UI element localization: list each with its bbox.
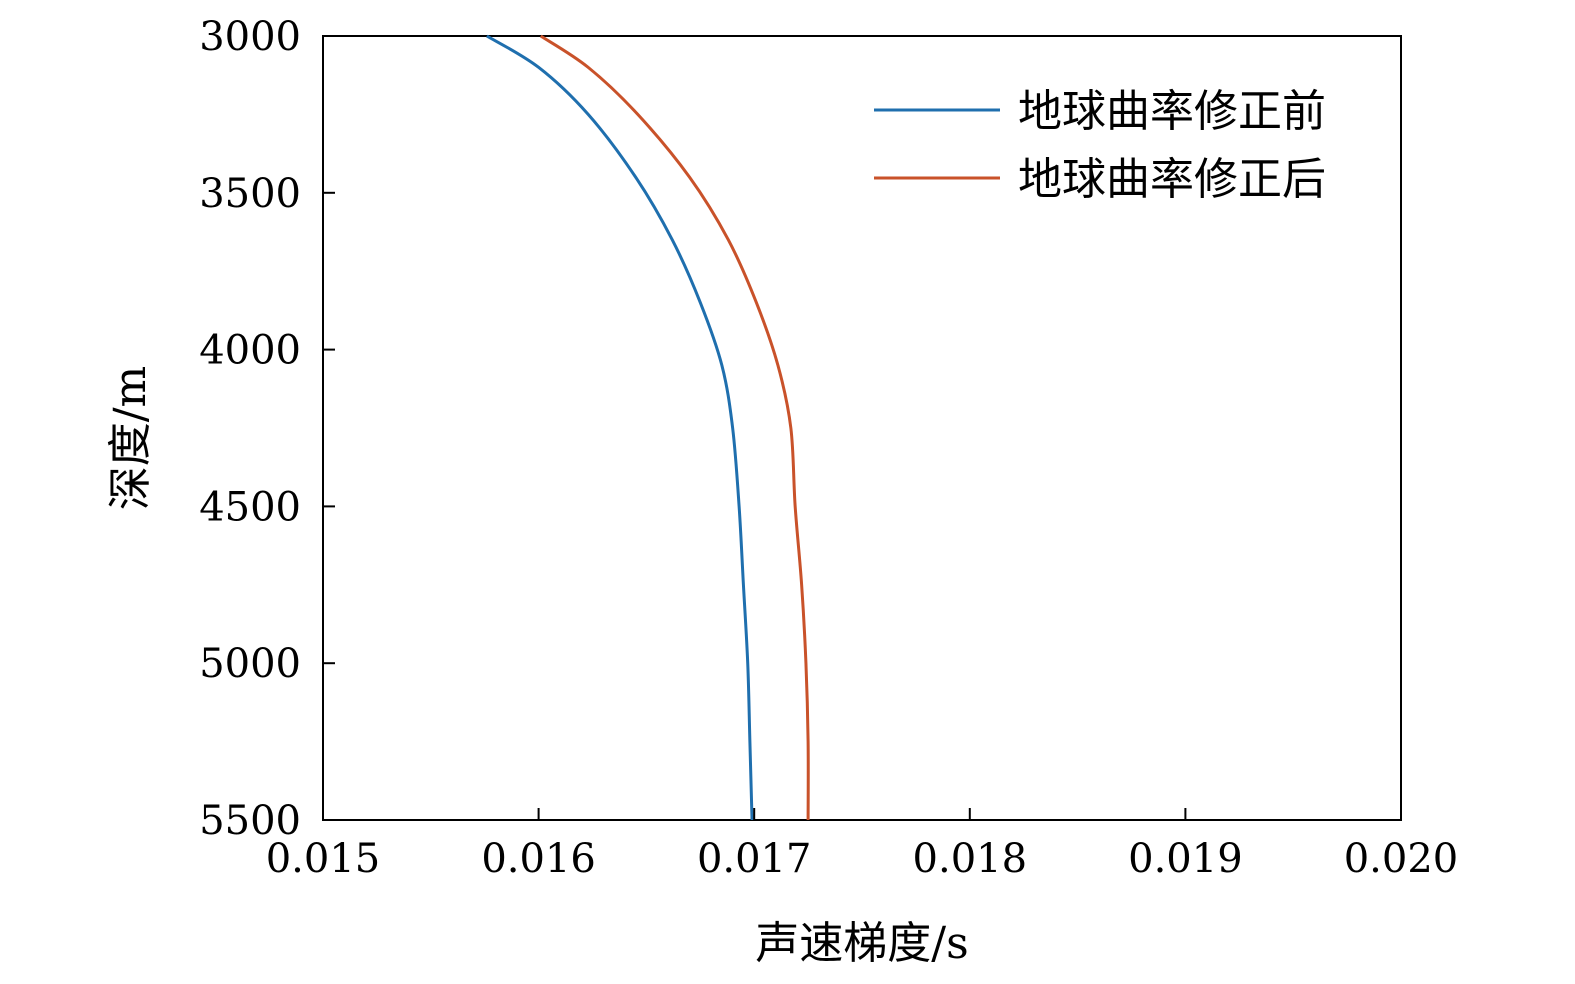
y-tick-label: 3000 (199, 14, 301, 60)
axes-layer: 0.015 0.016 0.017 0.018 0.019 0.020 3000 3500 40… (199, 14, 1458, 882)
plot-frame (322, 35, 1402, 821)
x-tick-label: 0.019 (1128, 836, 1243, 882)
legend-label-0: 地球曲率修正前 (1018, 86, 1326, 137)
series-layer (486, 34, 810, 821)
y-tick-label: 5500 (199, 798, 301, 844)
y-tick-label: 4000 (199, 328, 301, 374)
series-line-0 (486, 34, 754, 821)
x-tick-label: 0.015 (266, 836, 381, 882)
y-axis-title: 深度/m (105, 366, 156, 511)
x-tick-label: 0.016 (481, 836, 596, 882)
y-tick-label: 3500 (199, 171, 301, 217)
series-line-1 (539, 34, 810, 821)
x-tick-label: 0.018 (913, 836, 1028, 882)
x-tick-label: 0.017 (697, 836, 812, 882)
y-tick-label: 5000 (199, 641, 301, 687)
x-tick-label: 0.020 (1344, 836, 1459, 882)
y-tick-label: 4500 (199, 484, 301, 530)
legend-label-1: 地球曲率修正后 (1018, 154, 1326, 205)
plot-area (322, 35, 1402, 821)
x-axis-title: 声速梯度/s (755, 918, 968, 969)
